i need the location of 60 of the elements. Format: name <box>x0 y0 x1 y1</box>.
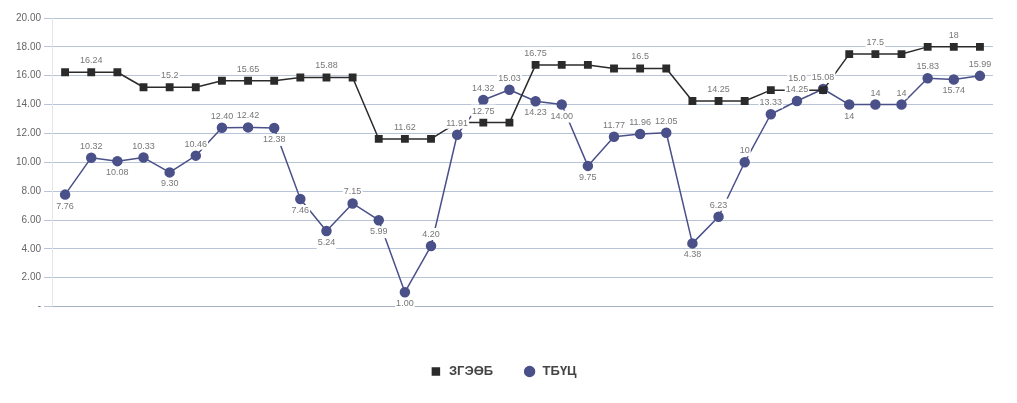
data-label: 12.40 <box>210 110 234 121</box>
data-label: 12.42 <box>236 110 260 121</box>
y-tick-label: 14.00 <box>15 98 42 110</box>
data-label: 15.08 <box>811 71 835 82</box>
data-label: 7.76 <box>56 200 74 211</box>
data-label: 14.32 <box>472 82 495 93</box>
data-label: 15.03 <box>498 72 521 83</box>
data-label: 16.75 <box>524 47 547 58</box>
data-label: 13.33 <box>759 97 783 108</box>
data-label: 4.38 <box>683 249 702 260</box>
data-label: 12.38 <box>262 133 286 144</box>
data-label: 14 <box>844 110 855 121</box>
data-label: 1.00 <box>396 298 414 309</box>
data-label: 4.20 <box>422 228 440 239</box>
data-label: 7.46 <box>291 204 310 215</box>
y-tick-label: 16.00 <box>15 69 42 81</box>
data-label: 14.25 <box>785 83 809 94</box>
data-label: 12.75 <box>472 105 495 116</box>
data-label: 11.62 <box>393 121 416 132</box>
y-tick-label: 2.00 <box>21 271 42 283</box>
legend-label: ТБҮЦ <box>542 363 578 379</box>
y-tick-label: 4.00 <box>21 242 42 254</box>
y-tick-label: 10.00 <box>15 156 42 168</box>
data-label: 16.5 <box>631 51 649 62</box>
data-label: 15.0 <box>788 73 806 84</box>
data-label: 14.23 <box>524 107 547 118</box>
data-label: 11.96 <box>629 117 652 127</box>
data-label: 14 <box>870 87 881 98</box>
data-label: 10 <box>739 145 750 156</box>
data-label: 14 <box>896 87 907 98</box>
data-label: 15.65 <box>236 63 260 74</box>
data-label: 17.5 <box>866 37 885 48</box>
data-label: 9.75 <box>579 171 597 182</box>
data-label: 15.83 <box>916 61 939 72</box>
data-label: 7.15 <box>343 186 362 197</box>
y-tick-label: 20.00 <box>15 11 42 23</box>
data-label: 14.00 <box>550 110 573 121</box>
data-label: 11.77 <box>603 119 625 130</box>
data-label: 10.08 <box>106 167 129 178</box>
data-label: 6.23 <box>709 199 728 210</box>
data-label: 5.24 <box>317 236 336 247</box>
data-label: 15.2 <box>160 70 179 81</box>
data-label: 15.99 <box>968 58 992 69</box>
y-tick-label: 18.00 <box>15 40 42 52</box>
data-label: 15.74 <box>942 85 966 96</box>
data-label: 15.88 <box>315 60 338 71</box>
data-label: 10.32 <box>79 140 103 151</box>
y-tick-label: 8.00 <box>21 184 42 196</box>
data-label: 14.25 <box>707 83 730 94</box>
data-label: 9.30 <box>160 178 179 189</box>
data-label: 18 <box>948 29 959 40</box>
data-label: 16.24 <box>79 55 103 66</box>
y-tick-label: - <box>37 300 42 312</box>
y-tick-label: 6.00 <box>21 213 42 225</box>
legend-label: ЗГЭӨБ <box>448 363 494 379</box>
data-label: 5.99 <box>369 226 388 237</box>
data-label: 10.33 <box>132 140 155 151</box>
data-label: 10.46 <box>184 138 208 149</box>
data-label: 12.05 <box>655 115 678 126</box>
y-tick-label: 12.00 <box>15 127 42 139</box>
